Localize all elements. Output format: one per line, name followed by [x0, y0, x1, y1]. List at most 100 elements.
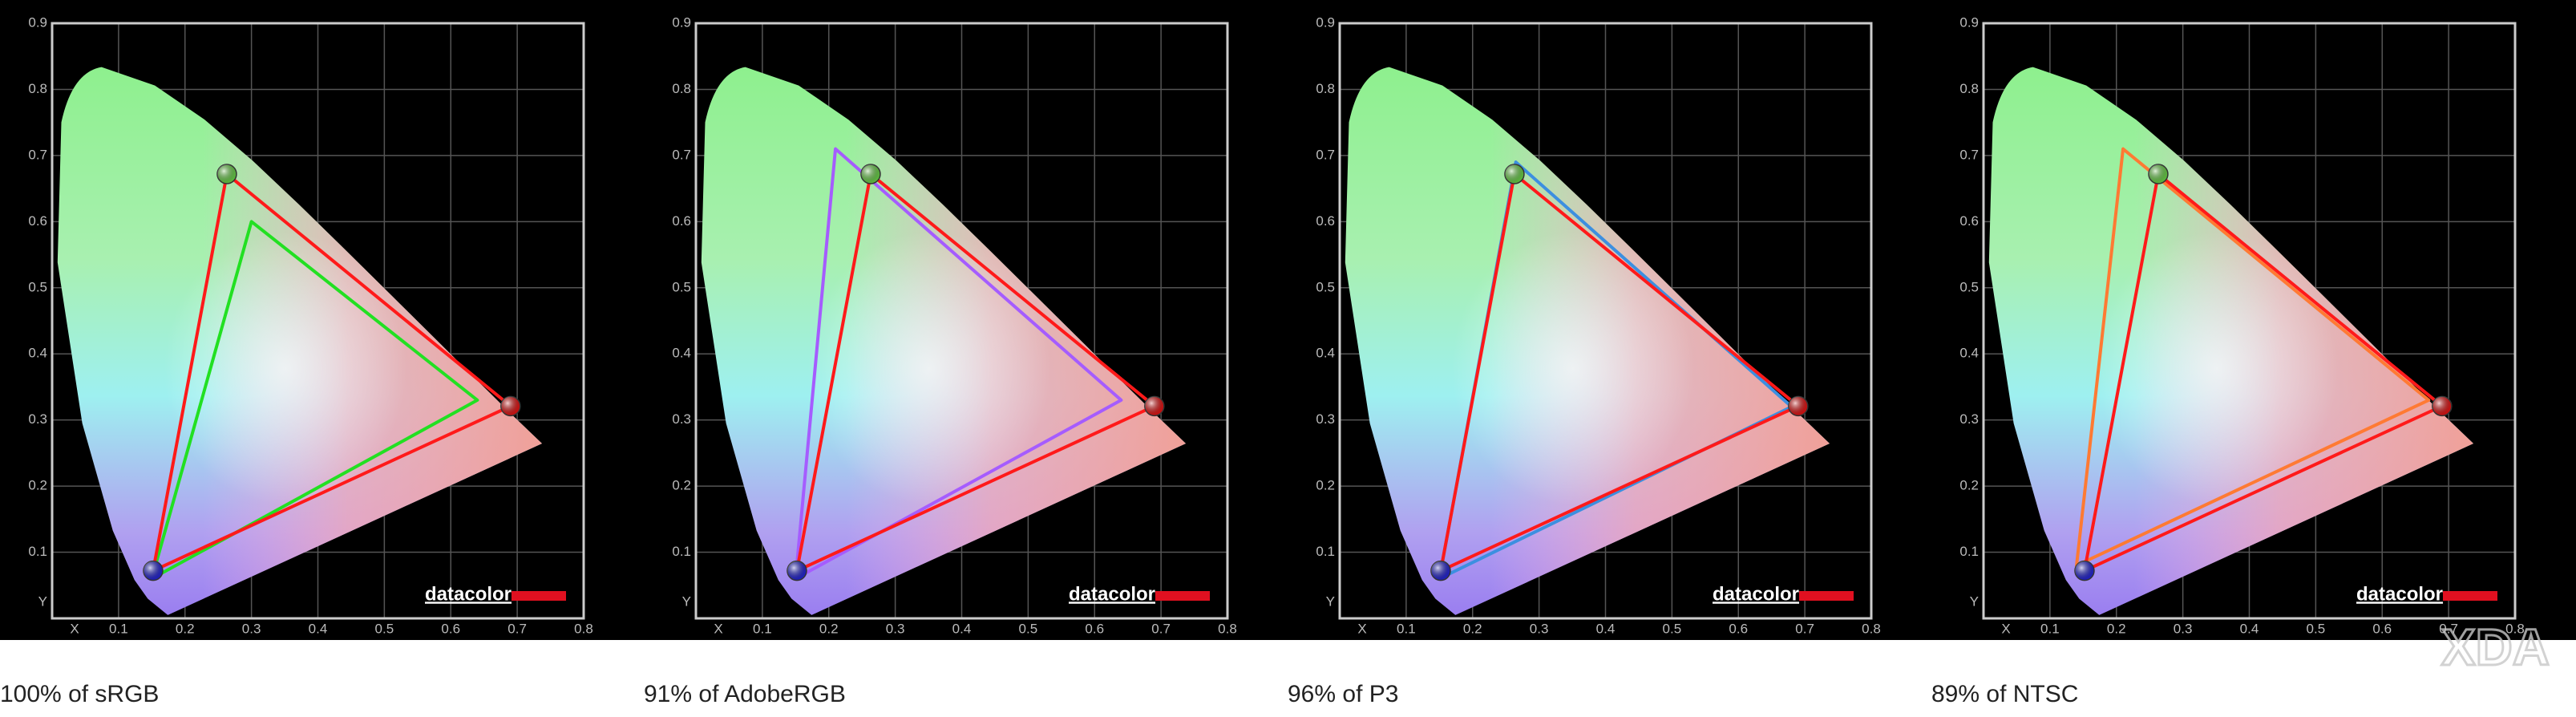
y-tick-label: 0.4 [1316, 346, 1335, 361]
x-axis-label: X [70, 621, 79, 636]
logo-bar [1799, 591, 1854, 601]
y-axis-label: Y [682, 593, 691, 609]
x-tick-label: 0.3 [242, 621, 261, 636]
y-tick-label: 0.3 [28, 411, 47, 427]
x-tick-label: 0.8 [574, 621, 593, 636]
x-axis-label: X [1357, 621, 1366, 636]
y-tick-label: 0.7 [28, 147, 47, 162]
primary-shine [860, 164, 880, 184]
y-tick-label: 0.6 [1959, 213, 1979, 229]
logo: datacolor [1713, 583, 1799, 605]
y-tick-label: 0.7 [672, 147, 691, 162]
x-tick-label: 0.4 [309, 621, 328, 636]
x-tick-label: 0.7 [1151, 621, 1171, 636]
x-tick-label: 0.6 [1729, 621, 1748, 636]
y-tick-label: 0.6 [28, 213, 47, 229]
y-tick-label: 0.6 [1316, 213, 1335, 229]
y-tick-label: 0.8 [672, 81, 691, 96]
logo-bar [2443, 591, 2497, 601]
x-axis-label: X [2001, 621, 2010, 636]
measured-gamut [1438, 172, 1800, 573]
primary-shine [1788, 396, 1808, 416]
x-tick-label: 0.6 [2372, 621, 2392, 636]
primary-shine [1504, 164, 1524, 184]
y-tick-label: 0.8 [1959, 81, 1979, 96]
primary-shine [216, 164, 237, 184]
primary-shine [1144, 396, 1164, 416]
x-tick-label: 0.6 [441, 621, 460, 636]
chart-panel: 0.1 0.2 0.3 0.4 0.5 0.6 0.7 0.8 0.1 0.2 0.3 0.4 0.5 0… [1288, 14, 1881, 707]
logo: datacolor [425, 583, 512, 605]
watermark: XDA [2441, 618, 2550, 676]
reference-gamut [2075, 147, 2431, 568]
x-tick-label: 0.5 [1663, 621, 1682, 636]
x-tick-label: 0.7 [508, 621, 527, 636]
x-tick-label: 0.3 [2174, 621, 2193, 636]
primary-shine [500, 396, 520, 416]
x-tick-label: 0.8 [1862, 621, 1881, 636]
plot-frame [51, 22, 585, 620]
y-tick-label: 0.9 [1959, 14, 1979, 30]
x-axis-label: X [714, 621, 722, 636]
y-tick-label: 0.8 [1316, 81, 1335, 96]
x-tick-label: 0.1 [109, 621, 128, 636]
x-tick-label: 0.1 [2040, 621, 2060, 636]
y-axis-label: Y [1326, 593, 1335, 609]
measured-gamut [151, 172, 512, 573]
x-tick-label: 0.4 [2240, 621, 2259, 636]
measured-gamut [2082, 172, 2444, 573]
caption: 96% of P3 [1288, 681, 1398, 707]
y-tick-label: 0.6 [672, 213, 691, 229]
logo-bar [1155, 591, 1210, 601]
y-tick-label: 0.5 [28, 279, 47, 294]
plot-frame [1338, 22, 1873, 620]
y-tick-label: 0.4 [1959, 346, 1979, 361]
x-tick-label: 0.3 [886, 621, 905, 636]
x-tick-label: 0.2 [176, 621, 195, 636]
x-tick-label: 0.4 [1596, 621, 1616, 636]
primary-shine [2148, 164, 2168, 184]
y-tick-label: 0.5 [1959, 279, 1979, 294]
logo: datacolor [1069, 583, 1155, 605]
y-tick-label: 0.3 [1959, 411, 1979, 427]
y-tick-label: 0.2 [1959, 478, 1979, 493]
x-tick-label: 0.3 [1530, 621, 1549, 636]
y-tick-label: 0.1 [672, 544, 691, 559]
plot-frame [1982, 22, 2517, 620]
x-tick-label: 0.4 [952, 621, 972, 636]
y-tick-label: 0.3 [672, 411, 691, 427]
caption: 89% of NTSC [1931, 681, 2078, 707]
primary-shine [2074, 561, 2094, 581]
measured-gamut [795, 172, 1156, 573]
y-axis-label: Y [38, 593, 47, 609]
logo-bar [512, 591, 566, 601]
y-tick-label: 0.2 [28, 478, 47, 493]
y-tick-label: 0.9 [28, 14, 47, 30]
caption: 100% of sRGB [0, 681, 159, 707]
chart-panel: 0.1 0.2 0.3 0.4 0.5 0.6 0.7 0.8 0.1 0.2 0.3 0.4 0.5 0… [644, 14, 1237, 707]
x-tick-label: 0.6 [1085, 621, 1104, 636]
x-tick-label: 0.5 [2307, 621, 2326, 636]
reference-gamut [794, 147, 1123, 581]
y-tick-label: 0.5 [672, 279, 691, 294]
y-tick-label: 0.5 [1316, 279, 1335, 294]
primary-shine [787, 561, 807, 581]
caption: 91% of AdobeRGB [644, 681, 846, 707]
y-tick-label: 0.1 [1316, 544, 1335, 559]
y-axis-label: Y [1970, 593, 1979, 609]
x-tick-label: 0.2 [2107, 621, 2126, 636]
y-tick-label: 0.9 [1316, 14, 1335, 30]
y-tick-label: 0.9 [672, 14, 691, 30]
x-tick-label: 0.1 [1397, 621, 1416, 636]
y-tick-label: 0.8 [28, 81, 47, 96]
primary-shine [1430, 561, 1450, 581]
y-tick-label: 0.3 [1316, 411, 1335, 427]
x-tick-label: 0.5 [375, 621, 394, 636]
primary-shine [2432, 396, 2452, 416]
y-tick-label: 0.7 [1316, 147, 1335, 162]
x-tick-label: 0.8 [2505, 621, 2525, 636]
x-tick-label: 0.5 [1019, 621, 1038, 636]
x-tick-label: 0.2 [1463, 621, 1482, 636]
